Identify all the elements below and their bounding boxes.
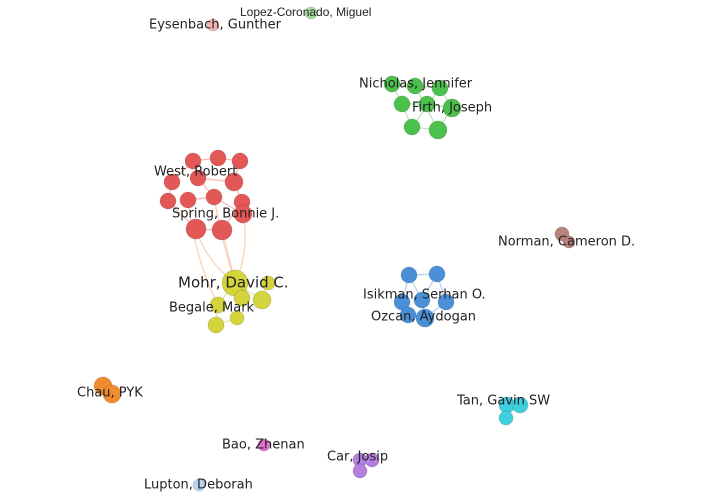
node [206,18,220,32]
node-label: Nicholas, Jennifer [359,77,473,92]
node-label: West, Robert [154,165,237,180]
node [511,396,529,414]
node [209,296,227,314]
node-label: Chau, PYK [77,386,143,401]
node [192,478,206,492]
node [184,152,202,170]
node [364,452,380,468]
node [185,218,207,240]
node [179,191,197,209]
node [224,172,244,192]
node [498,410,514,426]
node-label: Isikman, Serhan O. [363,288,486,303]
node [211,219,233,241]
node [205,188,223,206]
node-label: Lopez-Coronado, Miguel [240,5,371,19]
nodes [93,6,576,492]
node [352,463,368,479]
node-label: Firth, Joseph [412,101,492,116]
node-label: Begale, Mark [169,301,255,316]
node [189,169,207,187]
node-label: Lupton, Deborah [144,478,253,493]
node [257,438,271,452]
node [209,149,227,167]
node-label: Ozcan, Aydogan [371,310,476,325]
node [413,291,431,309]
node [393,95,411,113]
node-label: Car, Josip [327,450,388,465]
node [229,310,245,326]
node [418,95,436,113]
node-label: Spring, Bonnie J. [172,207,279,222]
node [233,289,251,307]
node [207,316,225,334]
node [400,266,418,284]
node-label: Norman, Cameron D. [498,235,635,250]
node [231,152,249,170]
node [159,192,177,210]
node [428,265,446,283]
node [428,120,448,140]
node-label: Bao, Zhenan [222,438,305,453]
node [233,204,253,224]
node [431,79,449,97]
node [437,293,455,311]
node-label: Mohr, David C. [178,274,289,292]
node [442,98,462,118]
node [383,75,401,93]
node [304,6,318,20]
node [403,118,421,136]
edge [187,196,246,306]
node [415,308,435,328]
node-label: Eysenbach, Gunther [149,18,282,33]
node [163,173,181,191]
labels: Lopez-Coronado, Miguel Eysenbach, Gunthe… [77,5,635,492]
node [562,235,576,249]
node [406,77,424,95]
node [102,384,122,404]
node [260,275,276,291]
node [252,290,272,310]
node [399,306,417,324]
node-label: Tan, Gavin SW [456,394,550,409]
